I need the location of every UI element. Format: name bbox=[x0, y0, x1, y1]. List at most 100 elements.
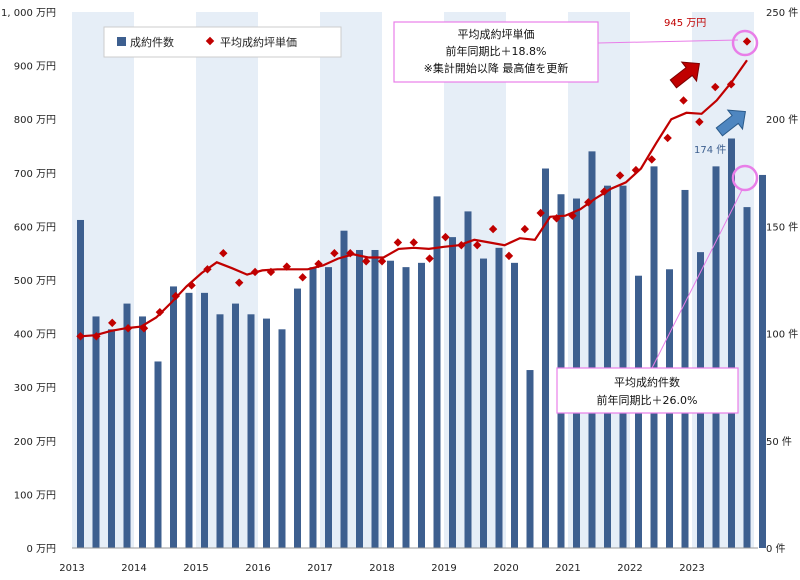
x-tick-label: 2014 bbox=[121, 563, 146, 574]
legend-box bbox=[103, 26, 342, 58]
left-tick-label: 700 万円 bbox=[14, 169, 56, 180]
price-marker bbox=[298, 273, 307, 282]
price-marker bbox=[139, 324, 149, 333]
count-up-arrow bbox=[715, 109, 746, 137]
count-bar bbox=[77, 219, 84, 548]
price-marker bbox=[155, 307, 165, 317]
left-axis-ticks: 0 万円 100 万円 200 万円 300 万円 400 万円 500 万円 600 万円… bbox=[1, 8, 56, 555]
price-marker bbox=[314, 259, 323, 269]
price-marker bbox=[219, 249, 228, 258]
price-marker bbox=[361, 257, 371, 266]
price-highlight-circle bbox=[731, 29, 759, 57]
price-marker bbox=[76, 332, 85, 341]
price-marker bbox=[711, 82, 720, 92]
count-bar bbox=[464, 211, 472, 548]
left-tick-label: 100 万円 bbox=[14, 490, 56, 501]
price-marker bbox=[536, 208, 545, 218]
price-marker bbox=[504, 251, 514, 261]
count-bar bbox=[309, 267, 317, 548]
left-tick-label: 800 万円 bbox=[14, 115, 56, 126]
count-annotation-box bbox=[556, 367, 739, 414]
count-bar bbox=[650, 166, 658, 549]
count-bar bbox=[278, 329, 286, 548]
price-marker bbox=[584, 198, 593, 207]
x-tick-label: 2018 bbox=[369, 563, 394, 574]
legend-bar-swatch bbox=[117, 37, 126, 46]
price-annotation-line-1: 平均成約坪単価 bbox=[458, 27, 535, 41]
price-marker bbox=[203, 265, 212, 274]
price-marker bbox=[441, 232, 450, 242]
right-axis-ticks: 0 件 50 件 100 件 150 件 200 件 250 件 bbox=[766, 7, 798, 555]
count-highlight-label: 174 件 bbox=[694, 144, 726, 156]
price-marker bbox=[615, 171, 625, 180]
x-tick-label: 2023 bbox=[679, 563, 704, 574]
count-bar bbox=[247, 314, 255, 548]
left-tick-label: 500 万円 bbox=[14, 276, 56, 287]
count-bars bbox=[77, 138, 766, 549]
price-marker bbox=[346, 249, 355, 258]
right-tick-label: 200 件 bbox=[766, 114, 798, 126]
price-highlight-label: 945 万円 bbox=[664, 18, 706, 29]
count-bar bbox=[433, 196, 441, 548]
count-callout-leader bbox=[651, 189, 743, 369]
count-bar bbox=[418, 262, 425, 548]
count-bar bbox=[712, 166, 720, 549]
count-annotation-line-2: 前年同期比＋26.0% bbox=[597, 393, 698, 407]
x-axis-ticks: 2013 2014 2015 2016 2017 2018 2019 2020 2021 2022… bbox=[59, 563, 704, 574]
price-markers bbox=[76, 37, 752, 341]
price-marker bbox=[108, 318, 117, 328]
legend: 成約件数 平均成約坪単価 bbox=[103, 26, 342, 58]
left-tick-label: 1, 000 万円 bbox=[1, 8, 56, 19]
price-marker bbox=[647, 155, 656, 164]
count-bar bbox=[108, 329, 115, 548]
count-annotation: 平均成約件数 前年同期比＋26.0% bbox=[556, 189, 743, 414]
left-tick-label: 600 万円 bbox=[14, 222, 56, 233]
count-bar bbox=[728, 138, 735, 548]
price-marker bbox=[171, 291, 180, 301]
count-bar bbox=[325, 267, 332, 548]
x-tick-label: 2020 bbox=[493, 563, 518, 574]
price-marker bbox=[234, 278, 244, 287]
price-up-arrow bbox=[669, 61, 700, 89]
left-tick-label: 900 万円 bbox=[14, 62, 56, 73]
count-highlight-circle bbox=[731, 164, 759, 192]
legend-bar-label: 成約件数 bbox=[130, 35, 174, 49]
count-bar bbox=[588, 151, 596, 549]
price-trend-line bbox=[80, 59, 748, 338]
count-bar bbox=[185, 292, 193, 548]
count-bar bbox=[387, 260, 394, 548]
price-marker bbox=[330, 249, 339, 258]
count-bar bbox=[92, 316, 100, 548]
x-tick-label: 2017 bbox=[307, 563, 332, 574]
left-tick-label: 200 万円 bbox=[14, 437, 56, 448]
count-bar bbox=[123, 303, 131, 548]
count-bar bbox=[371, 249, 379, 548]
count-bar bbox=[480, 258, 487, 548]
count-bar bbox=[356, 249, 363, 548]
x-tick-label: 2019 bbox=[431, 563, 456, 574]
count-bar bbox=[154, 361, 162, 548]
price-annotation-line-2: 前年同期比＋18.8% bbox=[446, 44, 547, 58]
count-bar bbox=[139, 316, 146, 548]
price-annotation-box bbox=[393, 21, 599, 83]
price-marker bbox=[726, 80, 736, 89]
price-marker bbox=[488, 224, 498, 234]
left-tick-label: 300 万円 bbox=[14, 383, 56, 394]
count-bar bbox=[449, 237, 456, 548]
right-tick-label: 0 件 bbox=[766, 543, 786, 555]
count-bar bbox=[263, 318, 270, 548]
count-bar bbox=[402, 267, 410, 548]
price-marker bbox=[599, 187, 609, 196]
count-bar bbox=[201, 292, 208, 548]
price-marker bbox=[457, 240, 466, 250]
price-marker bbox=[266, 267, 276, 277]
count-annotation-line-1: 平均成約件数 bbox=[614, 375, 680, 389]
legend-marker-swatch bbox=[205, 36, 215, 46]
x-tick-label: 2022 bbox=[617, 563, 642, 574]
count-bar bbox=[294, 288, 301, 548]
price-marker bbox=[473, 240, 482, 250]
price-marker bbox=[742, 37, 752, 46]
price-marker bbox=[250, 267, 260, 277]
count-bar bbox=[759, 174, 766, 548]
